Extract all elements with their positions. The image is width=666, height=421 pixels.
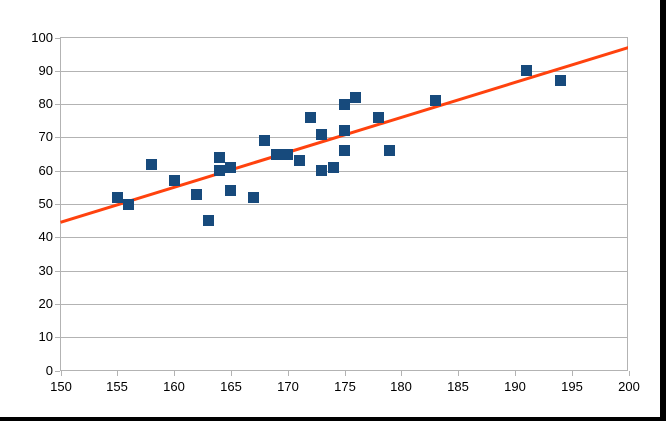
x-axis-tick — [629, 371, 630, 376]
data-point-marker[interactable] — [339, 99, 350, 110]
y-axis-label: 10 — [38, 329, 53, 344]
x-axis-tick — [401, 371, 402, 376]
data-point-marker[interactable] — [430, 95, 441, 106]
data-point-marker[interactable] — [203, 215, 214, 226]
x-axis-tick — [174, 371, 175, 376]
y-axis-label: 100 — [31, 30, 53, 45]
y-axis-label: 70 — [38, 129, 53, 144]
x-axis-tick — [345, 371, 346, 376]
y-axis-label: 40 — [38, 229, 53, 244]
data-point-marker[interactable] — [282, 149, 293, 160]
x-axis-tick — [458, 371, 459, 376]
x-axis-tick — [231, 371, 232, 376]
data-point-marker[interactable] — [521, 65, 532, 76]
y-axis-tick — [55, 337, 60, 338]
x-axis-label: 180 — [390, 379, 412, 394]
window-edge-bottom — [0, 417, 666, 421]
data-point-marker[interactable] — [373, 112, 384, 123]
x-axis-label: 150 — [50, 379, 72, 394]
x-axis-label: 185 — [447, 379, 469, 394]
y-axis-label: 80 — [38, 96, 53, 111]
data-point-marker[interactable] — [214, 165, 225, 176]
x-axis-tick — [572, 371, 573, 376]
y-axis-tick — [55, 171, 60, 172]
y-axis-tick — [55, 237, 60, 238]
x-axis-tick — [61, 371, 62, 376]
y-axis-tick — [55, 271, 60, 272]
data-point-marker[interactable] — [225, 185, 236, 196]
h-gridline — [61, 271, 628, 272]
x-axis-label: 165 — [220, 379, 242, 394]
x-axis-tick — [117, 371, 118, 376]
x-axis-tick — [515, 371, 516, 376]
x-axis-label: 195 — [561, 379, 583, 394]
y-axis-tick — [55, 104, 60, 105]
y-axis-tick — [55, 371, 60, 372]
data-point-marker[interactable] — [339, 145, 350, 156]
data-point-marker[interactable] — [339, 125, 350, 136]
data-point-marker[interactable] — [305, 112, 316, 123]
y-axis-tick — [55, 304, 60, 305]
data-point-marker[interactable] — [169, 175, 180, 186]
data-point-marker[interactable] — [146, 159, 157, 170]
data-point-marker[interactable] — [123, 199, 134, 210]
y-axis-label: 30 — [38, 263, 53, 278]
x-axis-label: 160 — [163, 379, 185, 394]
data-point-marker[interactable] — [316, 165, 327, 176]
data-point-marker[interactable] — [214, 152, 225, 163]
h-gridline — [61, 204, 628, 205]
y-axis-tick — [55, 71, 60, 72]
y-axis-label: 60 — [38, 163, 53, 178]
y-axis-tick — [55, 204, 60, 205]
data-point-marker[interactable] — [259, 135, 270, 146]
data-point-marker[interactable] — [316, 129, 327, 140]
trend-line-layer — [60, 46, 628, 224]
y-axis-label: 90 — [38, 63, 53, 78]
data-point-marker[interactable] — [350, 92, 361, 103]
h-gridline — [61, 337, 628, 338]
x-axis-label: 200 — [618, 379, 640, 394]
y-axis-label: 0 — [45, 363, 53, 378]
data-point-marker[interactable] — [328, 162, 339, 173]
h-gridline — [61, 304, 628, 305]
h-gridline — [61, 237, 628, 238]
y-axis-label: 20 — [38, 296, 53, 311]
h-gridline — [61, 71, 628, 72]
x-axis-label: 170 — [277, 379, 299, 394]
x-axis-label: 175 — [334, 379, 356, 394]
data-point-marker[interactable] — [555, 75, 566, 86]
data-point-marker[interactable] — [271, 149, 282, 160]
x-axis-label: 190 — [504, 379, 526, 394]
y-axis-tick — [55, 137, 60, 138]
y-axis-tick — [55, 38, 60, 39]
data-point-marker[interactable] — [112, 192, 123, 203]
data-point-marker[interactable] — [384, 145, 395, 156]
y-axis-label: 50 — [38, 196, 53, 211]
window-edge-right — [660, 0, 666, 421]
h-gridline — [61, 137, 628, 138]
x-axis-tick — [288, 371, 289, 376]
data-point-marker[interactable] — [191, 189, 202, 200]
x-axis-label: 155 — [106, 379, 128, 394]
h-gridline — [61, 171, 628, 172]
data-point-marker[interactable] — [225, 162, 236, 173]
data-point-marker[interactable] — [294, 155, 305, 166]
data-point-marker[interactable] — [248, 192, 259, 203]
